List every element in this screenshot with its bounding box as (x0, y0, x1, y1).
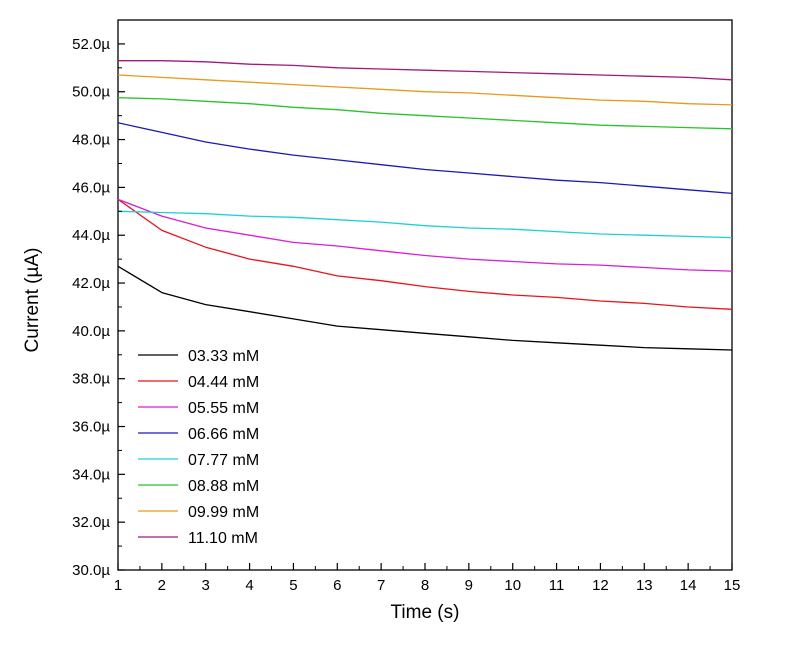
x-tick-label: 2 (158, 577, 166, 594)
y-tick-label: 50.0µ (72, 84, 110, 101)
y-tick-label: 34.0µ (72, 466, 110, 483)
series-line-11-10-mm (118, 60, 733, 81)
x-tick-label: 14 (680, 577, 697, 594)
x-tick-label: 9 (465, 577, 473, 594)
x-tick-label: 11 (549, 577, 565, 594)
legend-label: 09.99 mM (188, 504, 259, 521)
series-line-03-33-mm (117, 265, 733, 351)
y-tick-label: 48.0µ (72, 132, 110, 149)
y-tick-label: 52.0µ (72, 36, 110, 53)
y-tick-label: 42.0µ (72, 275, 110, 292)
legend: 03.33 mM 04.44 mM 05.55 mM 06.66 mM 07.77 mM… (138, 348, 259, 547)
series-line-05-55-mm (117, 198, 733, 272)
x-tick-label: 7 (377, 577, 385, 594)
legend-label: 07.77 mM (188, 452, 259, 469)
legend-label: 05.55 mM (188, 400, 259, 417)
series-layer (117, 60, 733, 351)
x-tick-label: 15 (724, 577, 741, 594)
y-tick-label: 44.0µ (72, 227, 110, 244)
y-tick-label: 32.0µ (72, 514, 110, 531)
x-tick-label: 12 (592, 577, 609, 594)
y-tick-label: 46.0µ (72, 179, 110, 196)
legend-label: 11.10 mM (188, 530, 258, 547)
series-line-09-99-mm (117, 74, 733, 106)
series-line-06-66-mm (117, 122, 733, 195)
x-tick-label: 13 (636, 577, 653, 594)
x-tick-label: 5 (289, 577, 297, 594)
y-tick-label: 30.0µ (72, 562, 110, 579)
series-line-04-44-mm (117, 198, 733, 310)
series-line-08-88-mm (117, 97, 733, 130)
legend-label: 08.88 mM (188, 478, 259, 495)
x-axis-title: Time (s) (391, 602, 460, 623)
legend-label: 06.66 mM (188, 426, 259, 443)
x-tick-label: 3 (202, 577, 210, 594)
y-axis-title: Current (µA) (22, 248, 43, 353)
y-tick-label: 36.0µ (72, 419, 110, 436)
x-tick-label: 6 (333, 577, 341, 594)
x-tick-label: 8 (421, 577, 429, 594)
legend-label: 03.33 mM (188, 348, 259, 365)
x-tick-label: 1 (114, 577, 122, 594)
axes-layer: 1 2 3 4 5 6 7 8 9 10 11 12 13 14 1530.0µ32.0µ34.0µ36.0… (72, 36, 740, 594)
x-tick-label: 10 (504, 577, 521, 594)
x-tick-label: 4 (245, 577, 253, 594)
y-tick-label: 40.0µ (72, 323, 110, 340)
legend-label: 04.44 mM (188, 374, 259, 391)
series-line-07-77-mm (117, 210, 733, 239)
y-tick-label: 38.0µ (72, 371, 110, 388)
